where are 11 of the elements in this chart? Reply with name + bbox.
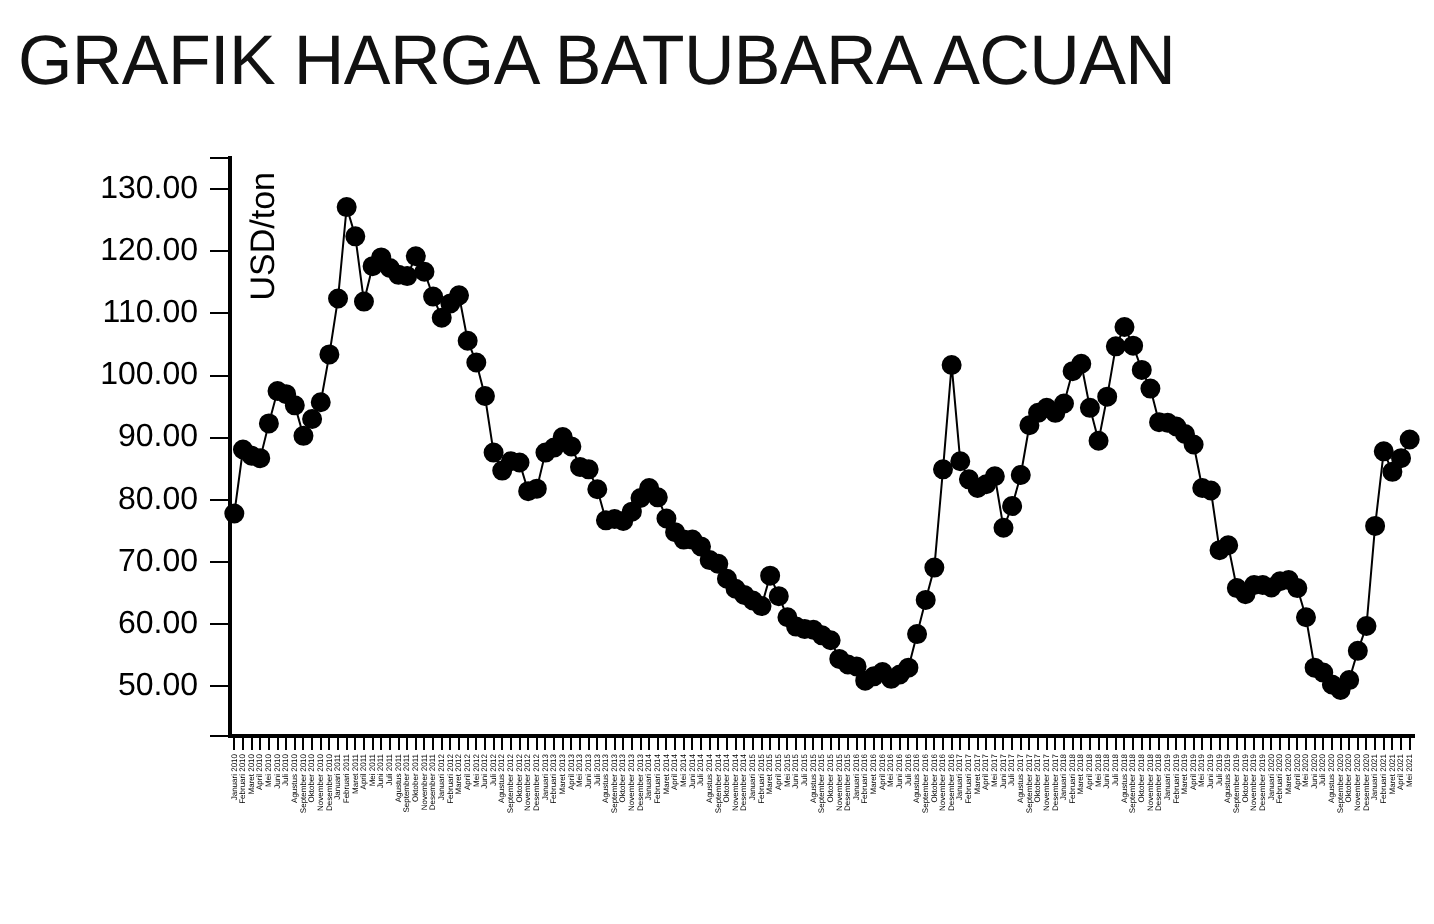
y-tick-label: 90.00 (117, 420, 199, 455)
y-tick-label: 100.00 (100, 358, 199, 393)
y-tick-label: 110.00 (102, 296, 199, 331)
chart-title: GRAFIK HARGA BATUBARA ACUAN (18, 22, 1176, 100)
y-axis-title: USD/ton (244, 172, 282, 301)
y-tick-label: 70.00 (117, 544, 199, 579)
y-tick-label: 130.00 (100, 171, 199, 206)
y-tick-label: 120.00 (100, 234, 199, 269)
y-tick-label: 60.00 (117, 606, 199, 641)
y-tick-label: 50.00 (117, 669, 199, 704)
y-tick-label: 80.00 (117, 482, 199, 517)
